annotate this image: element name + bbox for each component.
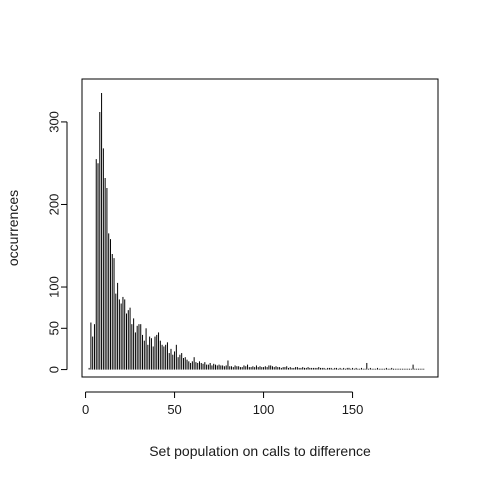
x-tick-label: 100: [253, 402, 275, 417]
x-axis-label: Set population on calls to difference: [149, 443, 371, 459]
y-tick-label: 300: [46, 111, 61, 133]
y-tick-label: 50: [46, 321, 61, 335]
y-axis: 0 50 100 200 300: [46, 111, 68, 373]
plot-frame: [81, 78, 439, 378]
bars-group: [88, 93, 425, 370]
x-tick-label: 150: [342, 402, 364, 417]
x-tick-label: 50: [167, 402, 181, 417]
y-tick-label: 200: [46, 194, 61, 216]
x-axis: 0 50 100 150: [82, 391, 364, 417]
y-tick-label: 100: [46, 276, 61, 298]
y-tick-label: 0: [46, 366, 61, 373]
x-tick-label: 0: [82, 402, 89, 417]
y-axis-label: occurrences: [5, 190, 21, 266]
